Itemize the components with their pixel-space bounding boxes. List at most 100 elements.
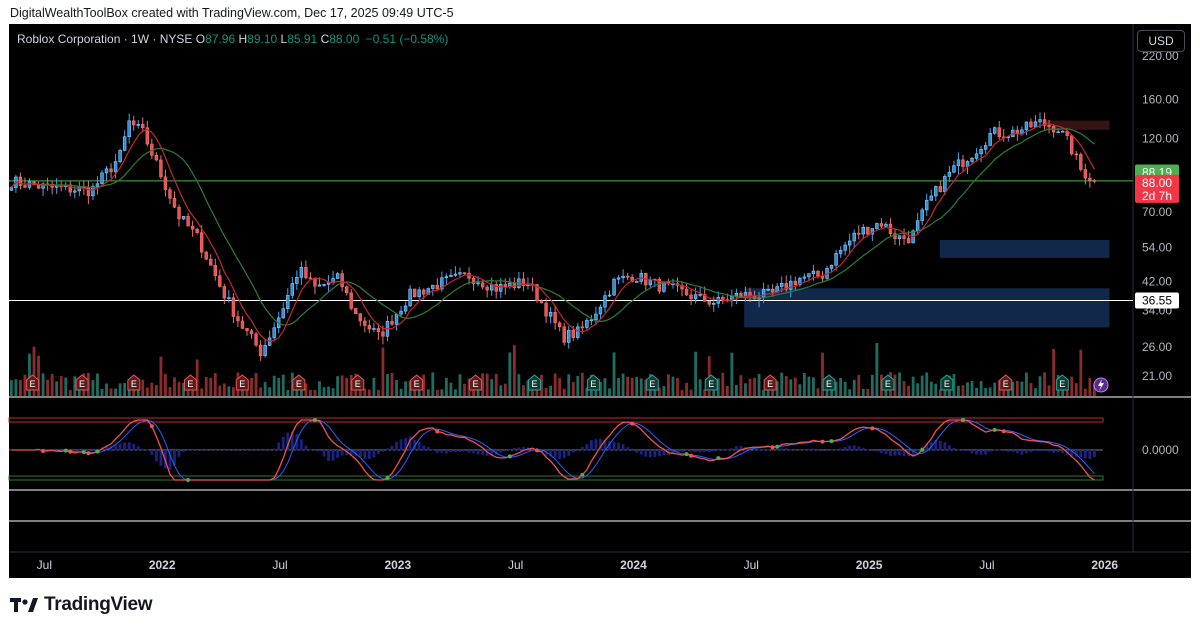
earnings-badge (940, 374, 954, 391)
volume-bar (716, 378, 720, 396)
candle-body (458, 272, 462, 275)
volume-bar (1092, 384, 1096, 396)
volume-bar (671, 376, 675, 396)
tradingview-logo[interactable]: TradingView (10, 594, 153, 616)
candle-body (847, 240, 852, 246)
symbol-name[interactable]: Roblox Corporation · 1W · NYSE (17, 32, 193, 46)
price-tick-label: 120.00 (1142, 132, 1179, 146)
candle-body (272, 327, 276, 339)
volume-bar (159, 356, 163, 396)
osc-hist-bar (481, 450, 485, 455)
osc-hist-bar (458, 450, 462, 452)
volume-bar (689, 389, 693, 396)
osc-hist-bar (209, 450, 213, 451)
osc-hist-bar (961, 450, 965, 451)
osc-hist-bar (182, 450, 185, 452)
candle-body (286, 295, 290, 309)
osc-hist-bar (839, 448, 843, 451)
osc-hist-bar (1006, 450, 1010, 452)
candle-body (707, 301, 711, 305)
earnings-marker: E (527, 374, 541, 391)
candle-body (1024, 121, 1029, 131)
osc-hist-bar (268, 450, 272, 451)
osc-hist-bar (1029, 450, 1033, 453)
volume-bar (494, 373, 498, 396)
volume-bar (748, 378, 752, 396)
volume-bar (331, 388, 335, 396)
candle-body (122, 136, 127, 151)
candle-body (576, 326, 580, 338)
volume-bar (327, 386, 330, 396)
open-label: O (195, 32, 206, 46)
candle-body (77, 186, 82, 192)
candle-body (444, 276, 449, 279)
volume-bar (911, 376, 915, 396)
volume-bar (1088, 378, 1092, 396)
candle-body (988, 132, 992, 146)
osc-hist-bar (943, 442, 947, 451)
volume-bar (231, 387, 235, 396)
candle-body (1047, 125, 1051, 127)
candle-body (1074, 153, 1078, 156)
osc-cross-dot (86, 451, 91, 456)
osc-cross-dot (507, 454, 512, 459)
volume-bar (435, 389, 439, 396)
earnings-letter: E (826, 379, 832, 389)
osc-hist-bar (154, 450, 158, 462)
osc-hist-bar (1056, 450, 1060, 453)
osc-hist-bar (227, 450, 231, 451)
tradingview-logo-icon (10, 597, 38, 613)
volume-group (9, 343, 1096, 396)
volume-bar (304, 383, 308, 396)
candle-body (702, 294, 707, 302)
candle-body (100, 172, 104, 185)
volume-bar (703, 389, 707, 396)
osc-hist-bar (331, 450, 335, 461)
earnings-letter: E (414, 379, 420, 389)
volume-bar (123, 382, 127, 396)
candle-body (163, 176, 168, 190)
volume-bar (1025, 372, 1028, 396)
volume-bar (907, 385, 911, 396)
candle-body (186, 216, 190, 227)
volume-bar (463, 383, 466, 396)
osc-hist-bar (734, 446, 738, 451)
osc-hist-bar (802, 449, 806, 451)
time-tick-label: Jul (979, 558, 994, 572)
time-tick-label: Jul (272, 558, 287, 572)
osc-hist-bar (884, 450, 888, 455)
osc-main-line (11, 419, 1095, 481)
osc-hist-bar (381, 450, 385, 452)
osc-hist-bar (200, 450, 204, 451)
osc-hist-bar (422, 445, 426, 451)
osc-hist-bar (544, 450, 548, 456)
volume-bar (145, 387, 149, 396)
osc-cross-dot (149, 424, 154, 429)
volume-bar (1043, 372, 1046, 396)
volume-bar (934, 383, 938, 396)
osc-hist-bar (363, 450, 367, 459)
candle-body (136, 124, 140, 126)
currency-button[interactable]: USD (1137, 30, 1185, 52)
osc-hist-bar (1092, 450, 1096, 457)
osc-hist-bar (1043, 450, 1046, 452)
volume-bar (626, 376, 630, 396)
volume-bar (313, 389, 317, 396)
candle-body (589, 319, 594, 322)
candle-body (412, 288, 417, 298)
volume-bar (594, 387, 598, 396)
chart-caption: DigitalWealthToolBox created with Tradin… (10, 6, 454, 20)
volume-bar (843, 381, 847, 396)
price-label-bg (1135, 292, 1179, 309)
osc-hist-bar (626, 447, 630, 451)
osc-hist-bar (186, 450, 190, 451)
symbol-legend[interactable]: Roblox Corporation · 1W · NYSE O87.96 H8… (17, 32, 448, 46)
volume-bar (309, 389, 312, 396)
volume-bar (41, 373, 45, 396)
earnings-letter: E (708, 379, 714, 389)
volume-bar (37, 355, 40, 396)
osc-cross-dot (186, 478, 191, 482)
candle-body (358, 313, 362, 322)
earnings-badge (527, 374, 541, 391)
